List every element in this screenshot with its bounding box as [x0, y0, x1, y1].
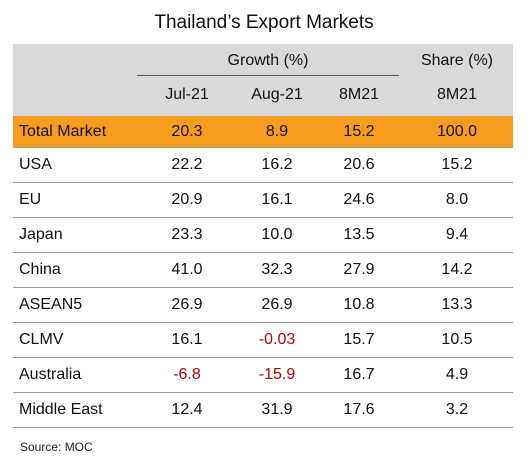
row-label: USA [19, 156, 52, 173]
cell-ytd: 10.8 [343, 296, 375, 313]
cell-share: 4.9 [445, 366, 469, 383]
growth-group-underline [137, 75, 399, 76]
table-row: China 41.0 32.3 27.9 14.2 [13, 253, 513, 288]
cell-aug: 16.2 [261, 156, 293, 173]
row-label: ASEAN5 [19, 296, 83, 313]
table-row: Australia -6.8 -15.9 16.7 4.9 [13, 358, 513, 393]
cell-jul: 20.9 [171, 191, 203, 208]
row-label: Japan [19, 226, 63, 243]
cell-ytd: 24.6 [343, 191, 375, 208]
column-header-jul21: Jul-21 [165, 86, 209, 103]
cell-aug: 31.9 [261, 401, 293, 418]
column-header-aug21: Aug-21 [251, 86, 303, 103]
table-title: Thailand’s Export Markets [154, 12, 374, 33]
table-row: EU 20.9 16.1 24.6 8.0 [13, 183, 513, 218]
export-markets-table: Growth (%) Share (%) Jul-21 Aug-21 8M21 … [13, 44, 513, 428]
cell-share: 14.2 [441, 261, 473, 278]
table-row: CLMV 16.1 -0.03 15.7 10.5 [13, 323, 513, 358]
table-row: USA 22.2 16.2 20.6 15.2 [13, 148, 513, 183]
cell-share: 3.2 [445, 401, 469, 418]
cell-ytd: 20.6 [343, 156, 375, 173]
table-row: Japan 23.3 10.0 13.5 9.4 [13, 218, 513, 253]
row-label: China [19, 261, 61, 278]
cell-jul: 16.1 [171, 331, 203, 348]
cell-share: 15.2 [441, 156, 473, 173]
cell-ytd: 16.7 [343, 366, 375, 383]
cell-aug: 8.9 [265, 122, 289, 140]
row-label: Total Market [19, 122, 107, 140]
cell-aug: 16.1 [261, 191, 293, 208]
cell-ytd: 27.9 [343, 261, 375, 278]
cell-jul: 22.2 [171, 156, 203, 173]
column-header-8m21-share: 8M21 [436, 86, 478, 103]
cell-aug: 26.9 [261, 296, 293, 313]
row-label: Australia [19, 366, 82, 383]
cell-share: 10.5 [441, 331, 473, 348]
cell-share: 13.3 [441, 296, 473, 313]
cell-aug: 32.3 [261, 261, 293, 278]
cell-share: 8.0 [445, 191, 469, 208]
cell-jul: 26.9 [171, 296, 203, 313]
table-row: Middle East 12.4 31.9 17.6 3.2 [13, 393, 513, 428]
row-label: Middle East [19, 401, 103, 418]
cell-aug: -0.03 [258, 331, 296, 348]
cell-aug: 10.0 [261, 226, 293, 243]
cell-ytd: 15.7 [343, 331, 375, 348]
cell-jul: 20.3 [171, 122, 203, 140]
cell-ytd: 17.6 [343, 401, 375, 418]
cell-share: 100.0 [436, 122, 478, 140]
table-row: ASEAN5 26.9 26.9 10.8 13.3 [13, 288, 513, 323]
table-header: Growth (%) Share (%) Jul-21 Aug-21 8M21 … [13, 44, 513, 116]
share-group-header: Share (%) [420, 52, 494, 69]
cell-ytd: 13.5 [343, 226, 375, 243]
cell-jul: 41.0 [171, 261, 203, 278]
cell-jul: 23.3 [171, 226, 203, 243]
table-row: Total Market 20.3 8.9 15.2 100.0 [13, 116, 513, 148]
cell-jul: 12.4 [171, 401, 203, 418]
cell-jul: -6.8 [173, 366, 201, 383]
cell-aug: -15.9 [258, 366, 296, 383]
source-note: Source: MOC [20, 440, 93, 454]
column-header-8m21-growth: 8M21 [338, 86, 380, 103]
growth-group-header: Growth (%) [227, 52, 309, 69]
row-label: CLMV [19, 331, 64, 348]
table-body: Total Market 20.3 8.9 15.2 100.0 USA 22.2 16.2 2… [13, 116, 513, 428]
cell-ytd: 15.2 [343, 122, 375, 140]
cell-share: 9.4 [445, 226, 469, 243]
row-label: EU [19, 191, 42, 208]
